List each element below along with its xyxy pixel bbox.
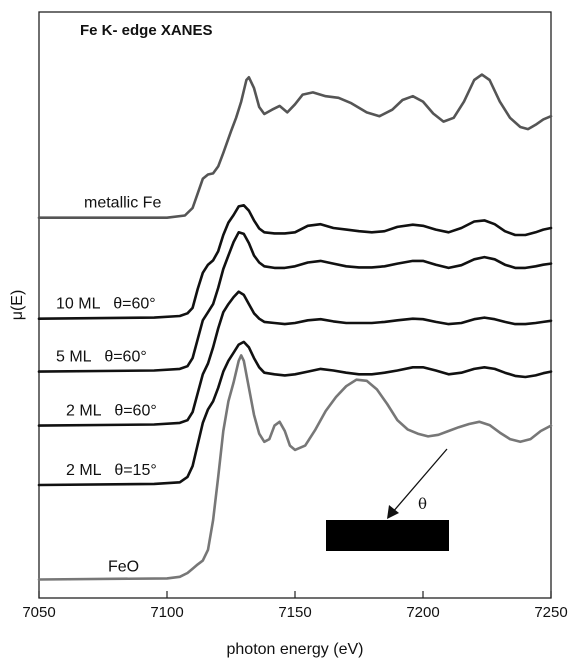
incident-arrow-head <box>387 505 399 519</box>
x-tick-label: 7150 <box>278 604 311 621</box>
theta-label: θ <box>418 495 427 513</box>
series-label-4: 2 ML θ=15° <box>66 462 157 479</box>
series-labels: metallic Fe 10 ML θ=60° 5 ML θ=60° 2 ML θ=6… <box>56 195 161 576</box>
x-axis-ticks: 7050 7100 7150 7200 7250 <box>22 591 568 621</box>
x-axis-label: photon energy (eV) <box>227 641 364 658</box>
x-tick-label: 7200 <box>406 604 439 621</box>
series-line-4 <box>37 340 553 487</box>
x-tick-label: 7050 <box>22 604 55 621</box>
series-line-1 <box>37 204 553 320</box>
incident-arrow-line <box>391 448 448 514</box>
series-label-1: 10 ML θ=60° <box>56 296 156 313</box>
series-label-3: 2 ML θ=60° <box>66 403 157 420</box>
geometry-inset: θ <box>326 448 449 551</box>
series-label-2: 5 ML θ=60° <box>56 349 147 366</box>
series-label-5: FeO <box>108 559 139 576</box>
series-line-5 <box>37 354 553 581</box>
x-tick-label: 7250 <box>534 604 567 621</box>
chart-title: Fe K- edge XANES <box>80 22 213 39</box>
series-line-0 <box>37 73 553 219</box>
series-label-0: metallic Fe <box>84 195 161 212</box>
x-tick-label: 7100 <box>150 604 183 621</box>
series-line-3 <box>37 290 553 427</box>
sample-slab <box>326 520 449 551</box>
series-line-2 <box>37 231 553 373</box>
series-group <box>37 73 553 581</box>
y-axis-label: μ(E) <box>9 290 26 321</box>
